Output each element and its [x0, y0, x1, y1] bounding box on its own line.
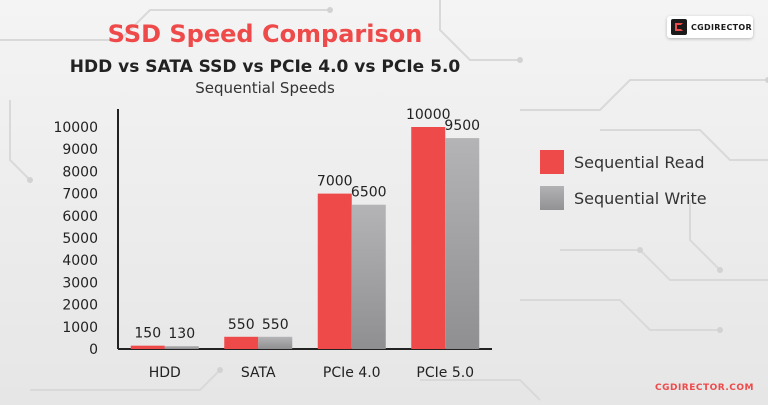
data-label: 9500	[444, 118, 480, 134]
bar-sequential-write	[258, 336, 293, 349]
chart-title: SSD Speed Comparison	[107, 20, 423, 48]
legend-label-read: Sequential Read	[574, 152, 705, 172]
legend-item-write: Sequential Write	[540, 186, 707, 210]
bar-sequential-read	[130, 345, 165, 349]
data-label: 150	[134, 326, 161, 342]
y-tick-label: 7000	[62, 187, 98, 203]
bar-sequential-read	[224, 336, 259, 349]
y-tick-label: 8000	[62, 164, 98, 180]
data-label: 130	[168, 326, 195, 342]
data-label: 10000	[406, 107, 451, 123]
bar-sequential-read	[411, 127, 446, 349]
bar-sequential-read	[317, 193, 352, 349]
x-tick-label: PCIe 4.0	[323, 365, 381, 381]
chart-legend: Sequential Read Sequential Write	[540, 150, 707, 222]
legend-swatch-write	[540, 186, 564, 210]
x-tick-label: SATA	[241, 365, 276, 381]
y-tick-label: 4000	[62, 253, 98, 269]
legend-item-read: Sequential Read	[540, 150, 707, 174]
bar-sequential-write	[445, 138, 480, 349]
y-tick-label: 1000	[62, 320, 98, 336]
y-tick-label: 2000	[62, 298, 98, 314]
footer-url[interactable]: CGDIRECTOR.COM	[654, 383, 754, 393]
y-tick-label: 0	[89, 342, 98, 358]
x-tick-label: PCIe 5.0	[416, 365, 474, 381]
logo-mark-icon	[671, 19, 687, 35]
data-label: 7000	[317, 174, 353, 190]
legend-label-write: Sequential Write	[574, 188, 707, 208]
chart-subtitle-secondary: Sequential Speeds	[195, 79, 335, 97]
y-tick-label: 3000	[62, 275, 98, 291]
x-tick-label: HDD	[149, 365, 181, 381]
data-label: 6500	[351, 185, 387, 201]
y-tick-label: 6000	[62, 209, 98, 225]
brand-logo[interactable]: CGDIRECTOR	[667, 16, 753, 38]
bar-sequential-write	[164, 346, 199, 349]
data-label: 550	[262, 317, 289, 333]
bar-sequential-write	[351, 204, 386, 349]
legend-swatch-read	[540, 150, 564, 174]
chart-subtitle: HDD vs SATA SSD vs PCIe 4.0 vs PCIe 5.0	[69, 57, 461, 77]
data-label: 550	[228, 317, 255, 333]
y-tick-label: 9000	[62, 142, 98, 158]
y-tick-label: 10000	[53, 120, 98, 136]
logo-text: CGDIRECTOR	[691, 22, 752, 32]
y-tick-label: 5000	[62, 231, 98, 247]
